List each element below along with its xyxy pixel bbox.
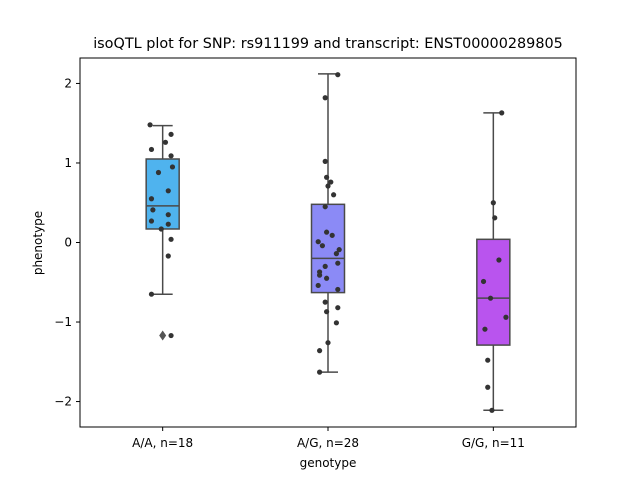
data-point <box>335 286 341 293</box>
data-point <box>336 247 342 253</box>
data-point <box>485 357 491 363</box>
data-point <box>325 183 331 189</box>
y-tick-label: 1 <box>64 156 72 170</box>
data-point <box>147 122 153 128</box>
data-point <box>490 200 496 206</box>
data-point <box>322 95 328 101</box>
data-point <box>496 257 502 263</box>
y-tick-label: −1 <box>54 315 72 329</box>
data-point <box>150 207 156 213</box>
chart-title: isoQTL plot for SNP: rs911199 and transc… <box>93 36 563 52</box>
data-point <box>489 407 495 413</box>
data-point <box>148 196 155 202</box>
data-point <box>487 295 494 301</box>
data-point <box>331 192 337 198</box>
data-point <box>165 188 171 194</box>
data-point <box>324 174 330 180</box>
data-point <box>168 153 174 159</box>
data-point <box>319 243 325 249</box>
data-point <box>492 215 498 221</box>
box <box>476 238 511 346</box>
data-point <box>148 291 155 297</box>
data-point <box>155 169 162 176</box>
data-point <box>168 131 174 137</box>
x-tick-label: G/G, n=11 <box>462 436 525 450</box>
data-point <box>333 320 339 326</box>
data-point <box>317 348 323 354</box>
data-point <box>324 309 330 315</box>
data-point <box>322 204 328 210</box>
y-tick-label: 0 <box>64 236 72 250</box>
data-point <box>165 212 171 218</box>
data-point <box>162 139 169 145</box>
x-axis-label: genotype <box>300 456 357 470</box>
data-point <box>148 218 155 224</box>
outlier-marker <box>159 330 167 341</box>
data-point <box>499 110 505 116</box>
data-point <box>325 340 331 346</box>
data-point <box>503 314 509 320</box>
data-point <box>322 299 328 305</box>
data-point <box>485 384 491 390</box>
x-tick-label: A/G, n=28 <box>297 436 359 450</box>
data-point <box>335 72 341 78</box>
data-point <box>324 229 330 235</box>
data-point <box>482 326 488 332</box>
x-tick-label: A/A, n=18 <box>132 436 193 450</box>
data-point <box>169 164 176 170</box>
data-point <box>333 251 339 257</box>
data-point <box>158 226 164 232</box>
box-group <box>145 122 180 341</box>
box-group <box>476 110 511 413</box>
data-point <box>148 146 155 153</box>
data-point <box>315 282 321 289</box>
data-point <box>317 369 323 375</box>
data-point <box>335 305 341 311</box>
data-point <box>335 260 341 266</box>
data-point <box>328 179 334 185</box>
data-point <box>329 232 335 238</box>
data-point <box>165 221 171 227</box>
plot-area <box>145 72 511 413</box>
data-point <box>480 278 487 285</box>
data-point <box>168 332 174 339</box>
data-point <box>322 158 328 164</box>
y-tick-label: 2 <box>64 76 72 90</box>
box-group <box>310 72 346 375</box>
y-axis-label: phenotype <box>31 211 45 275</box>
data-point <box>324 275 330 281</box>
axes: −2 −1 0 1 2 A/A, n=18 A/G, n=28 G/G, n=11 <box>54 57 577 450</box>
data-point <box>322 263 328 269</box>
data-point <box>315 239 321 245</box>
data-point <box>317 272 323 278</box>
y-tick-label: −2 <box>54 395 72 409</box>
data-point <box>165 253 171 259</box>
data-point <box>168 236 174 242</box>
